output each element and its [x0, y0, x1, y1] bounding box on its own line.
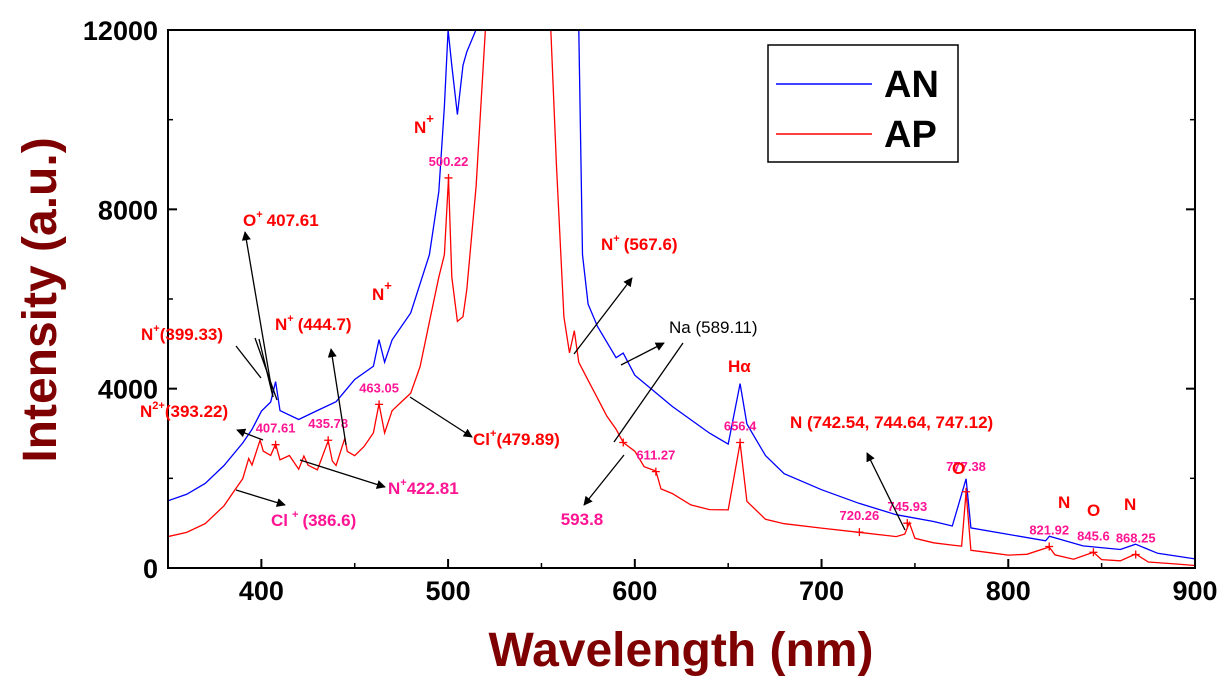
peak-marker [651, 467, 660, 476]
peak-marker [619, 438, 628, 447]
legend-label-AP: AP [884, 114, 937, 156]
annot-cl-plus-386: Cl + (386.6) [271, 509, 356, 530]
annot-n-plus-399: N+(399.33) [141, 323, 223, 344]
annot-o-777: O [952, 459, 965, 478]
annot-o-845: O [1087, 501, 1100, 520]
peak-marker [855, 528, 864, 537]
annot-n-plus-444: N+ (444.7) [275, 313, 352, 334]
peak-label: 435.78 [308, 416, 348, 431]
annot-n-plus-463: N+ [372, 278, 392, 304]
peak-marker [324, 436, 333, 445]
y-tick-label: 12000 [83, 16, 158, 46]
y-tick-label: 8000 [98, 195, 158, 225]
annot-h-alpha: Hα [728, 357, 751, 376]
annot-n-plus-422: N+422.81 [388, 477, 459, 498]
peak-label: 407.61 [256, 421, 296, 436]
peak-marker [962, 487, 971, 496]
peak-label: 593.8 [561, 510, 604, 529]
y-axis-title: Intensity (a.u.) [14, 137, 67, 462]
annotations: O+ 407.61 N+(399.33) N2+(393.22) N+ (444.7… [140, 111, 1136, 530]
peak-label: 845.6 [1077, 528, 1110, 543]
annot-n-868: N [1124, 495, 1136, 514]
peak-label: 745.93 [887, 499, 927, 514]
peak-marker [271, 440, 280, 449]
y-tick-label: 4000 [98, 375, 158, 405]
y-axis: 0 4000 8000 12000 [83, 16, 1195, 584]
x-tick-label: 700 [799, 576, 844, 606]
annot-n-821: N [1058, 493, 1070, 512]
peak-markers: 407.61 435.78 463.05 500.22 593.8 611.27 656.4… [256, 154, 1156, 559]
peak-marker [1045, 542, 1054, 551]
x-axis: 400 500 600 700 800 900 [167, 559, 1218, 606]
peak-marker [1131, 550, 1140, 559]
annot-n-triplet: N (742.54, 744.64, 747.12) [790, 413, 993, 432]
series-line-AP [168, 30, 1195, 567]
peak-marker [1089, 548, 1098, 557]
peak-label: 821.92 [1029, 522, 1069, 537]
peak-label: 868.25 [1116, 531, 1156, 546]
peak-marker [903, 519, 912, 528]
peak-marker [444, 173, 453, 182]
x-tick-label: 900 [1172, 576, 1217, 606]
peak-marker [736, 438, 745, 447]
legend: AN AP [767, 44, 959, 163]
x-axis-title: Wavelength (nm) [489, 624, 874, 676]
peak-marker [375, 400, 384, 409]
peak-label: 777.38 [946, 459, 986, 474]
peak-label: 500.22 [429, 154, 469, 169]
annot-o-plus-407: O+ 407.61 [243, 209, 319, 230]
peak-label: 463.05 [359, 380, 399, 395]
x-tick-label: 500 [426, 576, 471, 606]
annot-n2-plus-393: N2+(393.22) [140, 400, 228, 421]
legend-box [767, 44, 959, 163]
annot-n-plus-500: N+ [414, 111, 434, 137]
annot-na-589: Na (589.11) [669, 318, 758, 337]
plot-frame [167, 29, 1196, 569]
annotation-arrows [235, 231, 906, 531]
x-tick-label: 800 [986, 576, 1031, 606]
x-tick-label: 600 [612, 576, 657, 606]
legend-label-AN: AN [884, 64, 939, 106]
series-line-AN [168, 30, 1195, 560]
annot-n-plus-567: N+ (567.6) [601, 233, 678, 254]
peak-label: 611.27 [636, 448, 675, 463]
annot-cl-plus-479: Cl+(479.89) [473, 428, 560, 449]
peak-label: 656.4 [724, 418, 757, 433]
y-tick-label: 0 [143, 554, 158, 584]
peak-label: 720.26 [839, 508, 879, 523]
x-tick-label: 400 [239, 576, 284, 606]
